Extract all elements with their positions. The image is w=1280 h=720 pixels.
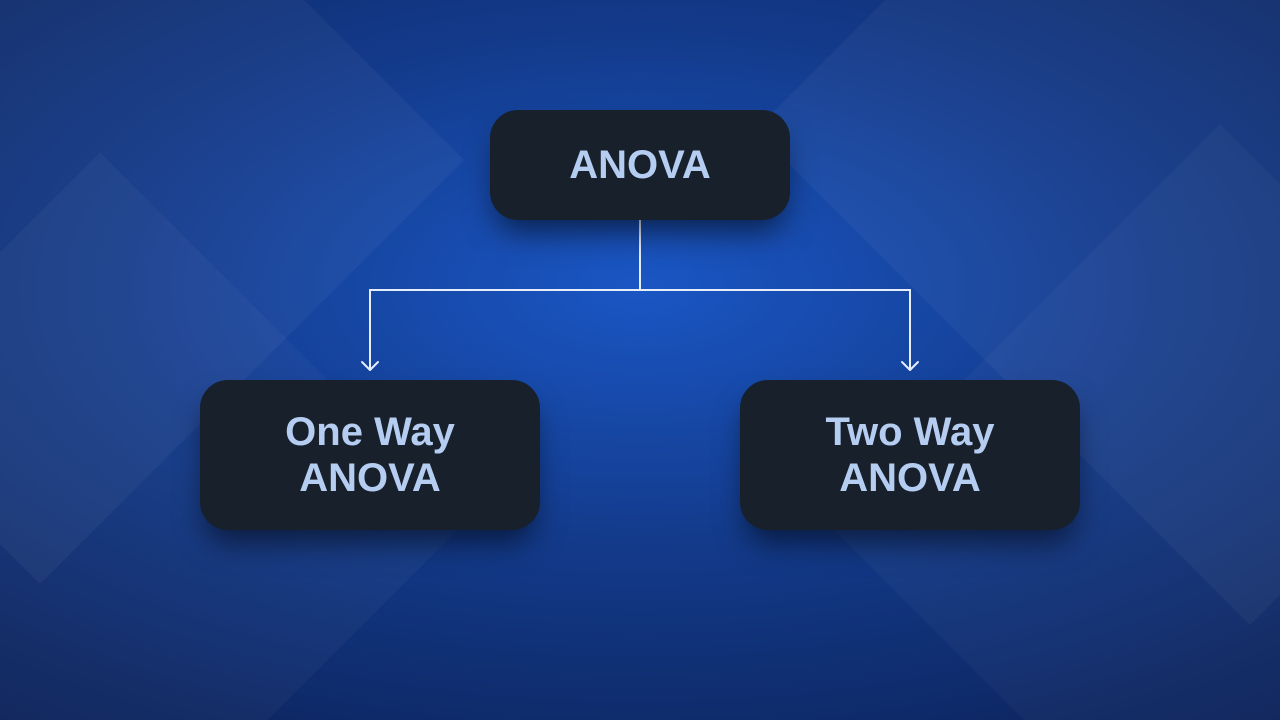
tree-node-left: One Way ANOVA (200, 380, 540, 530)
tree-node-root: ANOVA (490, 110, 790, 220)
node-label: Two Way ANOVA (826, 409, 995, 501)
node-label: ANOVA (569, 142, 710, 188)
node-label: One Way ANOVA (285, 409, 455, 501)
tree-node-right: Two Way ANOVA (740, 380, 1080, 530)
connector-layer (0, 0, 1280, 720)
diagram-stage: ANOVA One Way ANOVA Two Way ANOVA (0, 0, 1280, 720)
